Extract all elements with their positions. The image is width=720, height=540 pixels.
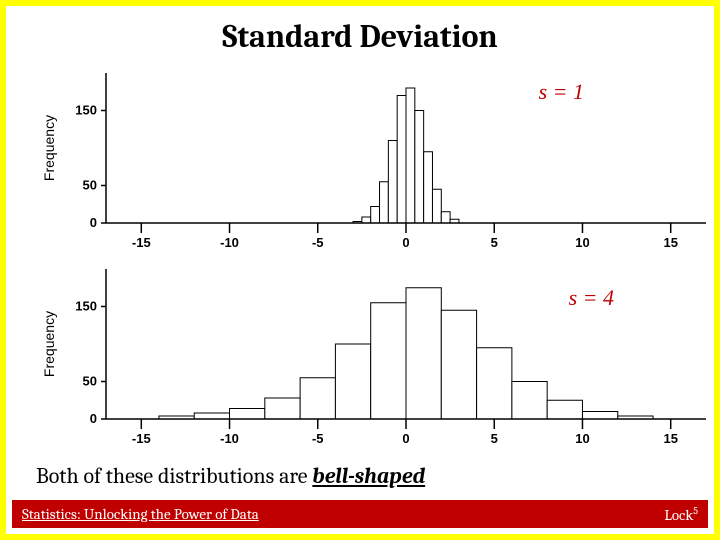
svg-text:-15: -15 [132, 235, 151, 250]
svg-text:-15: -15 [132, 431, 151, 446]
charts-area: -15-10-5051015050150Frequency s = 1 -15-… [6, 65, 714, 453]
svg-text:150: 150 [75, 103, 97, 118]
svg-text:10: 10 [575, 431, 589, 446]
svg-text:0: 0 [402, 431, 409, 446]
svg-text:Frequency: Frequency [41, 311, 57, 377]
caption: Both of these distributions are bell-sha… [6, 457, 714, 491]
svg-text:5: 5 [491, 431, 498, 446]
svg-text:150: 150 [75, 299, 97, 314]
svg-text:0: 0 [90, 215, 97, 230]
svg-text:-10: -10 [220, 235, 239, 250]
svg-text:10: 10 [575, 235, 589, 250]
slide-title: Standard Deviation [6, 6, 714, 61]
footer-sup: 5 [693, 505, 698, 517]
slide-container: Standard Deviation -15-10-5051015050150F… [0, 0, 720, 540]
histogram-bottom: -15-10-5051015050150Frequency [36, 261, 716, 453]
footer-right: Lock5 [664, 505, 698, 524]
svg-text:50: 50 [83, 374, 97, 389]
footer-bar: Statistics: Unlocking the Power of Data … [12, 500, 708, 528]
footer-left: Statistics: Unlocking the Power of Data [22, 505, 259, 523]
svg-text:50: 50 [83, 178, 97, 193]
chart-top: -15-10-5051015050150Frequency s = 1 [36, 65, 684, 257]
svg-text:Frequency: Frequency [41, 115, 57, 181]
footer-brand: Lock [664, 506, 693, 524]
chart-bottom: -15-10-5051015050150Frequency s = 4 [36, 261, 684, 453]
annotation-s1: s = 1 [539, 79, 584, 105]
caption-emphasis: bell-shaped [312, 463, 425, 489]
svg-text:-10: -10 [220, 431, 239, 446]
svg-text:-5: -5 [312, 431, 324, 446]
svg-text:-5: -5 [312, 235, 324, 250]
annotation-s4: s = 4 [569, 285, 614, 311]
svg-text:5: 5 [491, 235, 498, 250]
svg-text:15: 15 [663, 431, 677, 446]
caption-prefix: Both of these distributions are [36, 463, 312, 489]
svg-text:0: 0 [90, 411, 97, 426]
histogram-top: -15-10-5051015050150Frequency [36, 65, 716, 257]
svg-text:0: 0 [402, 235, 409, 250]
svg-text:15: 15 [663, 235, 677, 250]
